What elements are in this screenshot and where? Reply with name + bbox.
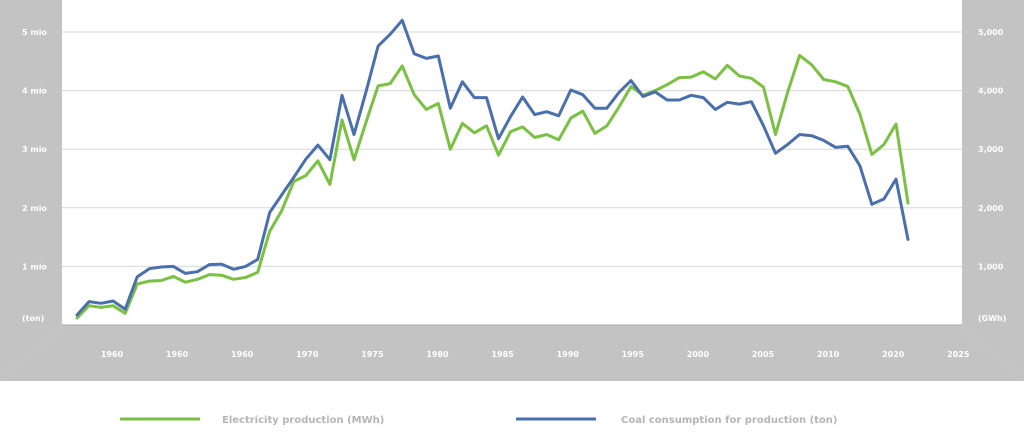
x-tick-label: 2025 [947, 350, 970, 359]
left-axis-ticks: 1 mio 2 mio 3 mio 4 mio 5 mio [22, 28, 47, 271]
left-axis-panel [0, 0, 62, 381]
x-tick-label: 1960 [231, 350, 254, 359]
right-tick-label: 4,000 [978, 87, 1004, 96]
right-tick-label: 3,000 [978, 145, 1004, 154]
gridlines [62, 31, 962, 267]
left-tick-label: 1 mio [22, 262, 47, 271]
left-tick-label: 5 mio [22, 28, 47, 37]
x-tick-label: 2000 [687, 350, 710, 359]
x-tick-label: 1960 [101, 350, 124, 359]
right-tick-label: 1,000 [978, 262, 1004, 271]
x-tick-label: 1975 [361, 350, 384, 359]
x-tick-label: 1995 [622, 350, 645, 359]
right-axis-unit-label: (GWh) [978, 314, 1006, 323]
legend-label-electricity: Electricity production (MWh) [222, 415, 384, 426]
series-line-coal [75, 18, 910, 317]
series-line-electricity [75, 53, 910, 320]
legend-label-coal: Coal consumption for production (ton) [621, 415, 838, 426]
right-tick-label: 2,000 [978, 204, 1004, 213]
left-tick-label: 3 mio [22, 145, 47, 154]
x-tick-label: 2010 [817, 350, 840, 359]
x-tick-label: 2020 [882, 350, 905, 359]
x-tick-label: 1960 [166, 350, 189, 359]
x-axis-ticks: 1960 1960 1960 1970 1975 1980 1985 1990 1995 2000… [101, 350, 970, 359]
x-tick-label: 1985 [491, 350, 514, 359]
left-tick-label: 2 mio [22, 204, 47, 213]
right-axis-panel [962, 0, 1024, 381]
x-axis-base [0, 325, 1024, 381]
x-tick-label: 1990 [557, 350, 580, 359]
x-tick-label: 1980 [426, 350, 449, 359]
x-tick-label: 1970 [296, 350, 319, 359]
x-tick-label: 2005 [752, 350, 775, 359]
left-tick-label: 4 mio [22, 87, 47, 96]
right-tick-label: 5,000 [978, 28, 1004, 37]
right-axis-ticks: 1,000 2,000 3,000 4,000 5,000 [978, 28, 1004, 271]
left-axis-unit-label: (ton) [22, 314, 44, 323]
